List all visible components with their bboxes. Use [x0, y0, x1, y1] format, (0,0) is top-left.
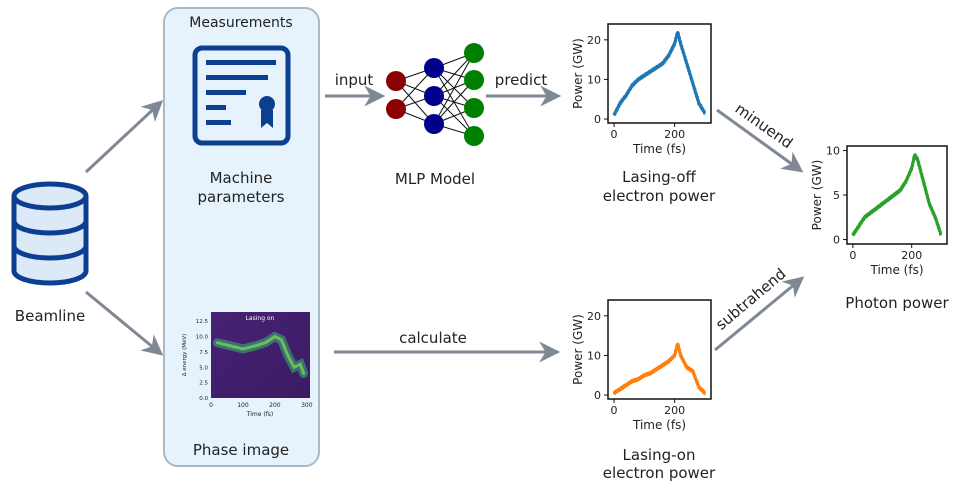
mlp-connection	[433, 52, 475, 125]
mlp-hidden-node	[424, 58, 444, 78]
mlp-input-node	[386, 71, 406, 91]
lasing-on-chart: 0 200 0 10 20 Time (fs) Power (GW)	[571, 299, 712, 432]
photon-x-tick-label: 0	[849, 249, 856, 262]
lasing-on-y-tick-label: 10	[587, 349, 601, 362]
phase-image-xlabel: Time (fs)	[246, 411, 274, 418]
photon-series-line	[851, 153, 943, 237]
edge-label-calculate: calculate	[399, 329, 467, 347]
phase-image-y-tick-label: 10.0	[196, 335, 209, 341]
photon-y-tick-label: 10	[826, 144, 840, 157]
mlp-output-node	[464, 70, 484, 90]
photon-y-tick-label: 5	[833, 189, 840, 202]
database-icon	[11, 181, 89, 286]
phase-image-ylabel: Δ energy (MeV)	[182, 334, 188, 377]
machine-parameters-label-line2: parameters	[197, 188, 284, 206]
lasing-off-y-tick-label: 20	[587, 34, 601, 47]
document-icon	[192, 45, 291, 146]
photon-y-axis-label: Power (GW)	[810, 160, 824, 231]
photon-power-chart: 0 200 0 5 10 Time (fs) Power (GW)	[810, 144, 948, 277]
phase-image-y-tick-label: 7.5	[199, 350, 208, 356]
photon-y-tick-label: 0	[833, 234, 840, 247]
lasing-off-label-line1: Lasing-off	[622, 168, 696, 186]
phase-image-label: Phase image	[193, 441, 289, 459]
lasing-on-y-tick-label: 0	[594, 389, 601, 402]
phase-image-y-tick-label: 5.0	[199, 365, 208, 371]
arrow-beamline-to-machine	[84, 100, 164, 174]
mlp-model-label: MLP Model	[395, 170, 475, 188]
lasing-off-label-line2: electron power	[603, 187, 716, 205]
phase-image-x-tick-label: 0	[209, 402, 213, 409]
phase-image-x-tick-label: 200	[269, 402, 281, 409]
lasing-off-plot-frame	[607, 23, 712, 124]
lasing-on-plot-frame	[607, 299, 712, 400]
lasing-on-x-axis-label: Time (fs)	[632, 418, 686, 432]
phase-image-y-tick-label: 12.5	[196, 319, 209, 325]
phase-image-y-tick-label: 0.0	[199, 396, 208, 402]
mlp-input-node	[386, 99, 406, 119]
phase-image-y-tick-label: 2.5	[199, 381, 208, 387]
mlp-hidden-node	[424, 114, 444, 134]
lasing-off-y-tick-label: 0	[594, 113, 601, 126]
arrow-subtrahend	[714, 276, 805, 352]
mlp-output-node	[464, 126, 484, 146]
lasing-on-y-axis-label: Power (GW)	[571, 314, 585, 385]
lasing-on-y-tick-label: 20	[587, 310, 601, 323]
lasing-off-series-line	[612, 31, 707, 116]
lasing-off-y-tick-label: 10	[587, 73, 601, 86]
machine-parameters-label-line1: Machine	[210, 169, 273, 187]
photon-x-axis-label: Time (fs)	[869, 263, 923, 277]
lasing-off-x-tick-label: 0	[611, 128, 618, 141]
mlp-output-node	[464, 98, 484, 118]
edge-label-input: input	[335, 71, 374, 89]
mlp-network	[386, 43, 484, 146]
phase-image-x-tick-label: 100	[237, 402, 249, 409]
phase-image-x-tick-label: 300	[301, 402, 313, 409]
photon-power-label: Photon power	[845, 294, 949, 312]
mlp-hidden-node	[424, 86, 444, 106]
lasing-on-label-line1: Lasing-on	[623, 446, 696, 464]
lasing-off-chart: 0 200 0 10 20 Time (fs) Power (GW)	[571, 23, 712, 156]
phase-image-trace-core	[215, 334, 306, 375]
phase-image-title: Lasing on	[246, 315, 275, 322]
arrow-minuend	[716, 108, 804, 173]
mlp-output-node	[464, 43, 484, 63]
measurements-label: Measurements	[189, 15, 292, 31]
lasing-on-label-line2: electron power	[603, 464, 716, 482]
phase-image-ticks: 0 100 200 300 0.0 2.5 5.0 7.5 10.0 12.5	[196, 319, 313, 409]
beamline-label: Beamline	[15, 307, 85, 325]
phase-image-thumbnail: Lasing on 0 100 200 300 0.0 2.5 5.0 7.5 10.0 12.5…	[182, 312, 313, 418]
photon-x-tick-label: 200	[901, 249, 922, 262]
lasing-off-y-axis-label: Power (GW)	[571, 38, 585, 109]
lasing-on-series-line	[612, 342, 707, 395]
lasing-on-x-tick-label: 0	[611, 404, 618, 417]
lasing-off-x-axis-label: Time (fs)	[632, 142, 686, 156]
lasing-on-x-tick-label: 200	[664, 404, 685, 417]
lasing-off-x-tick-label: 200	[664, 128, 685, 141]
edge-label-predict: predict	[495, 71, 548, 89]
arrow-beamline-to-phase	[85, 290, 164, 356]
